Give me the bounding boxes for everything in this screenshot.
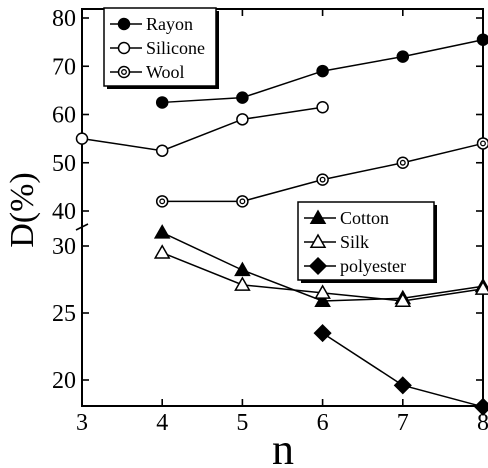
marker-inner <box>121 69 127 75</box>
axis-break-mark <box>75 223 89 231</box>
data-point-silk <box>234 276 251 291</box>
legend-marker-rayon <box>117 17 131 31</box>
marker-shape <box>155 96 169 109</box>
legend-marker-wool <box>117 65 131 79</box>
data-point-silicone <box>155 144 169 157</box>
x-tick-label: 3 <box>76 410 88 436</box>
data-point-wool <box>236 195 249 208</box>
data-point-rayon <box>316 64 329 78</box>
marker-shape <box>314 284 331 299</box>
y-tick-label: 40 <box>52 199 76 225</box>
x-axis-label: n <box>272 425 294 468</box>
x-tick-label: 6 <box>317 410 329 436</box>
data-point-cotton <box>153 224 171 239</box>
marker-shape <box>308 256 328 276</box>
marker-shape <box>473 397 488 416</box>
marker-inner <box>159 198 166 205</box>
marker-shape <box>75 132 89 145</box>
legend-label-polyester: polyester <box>340 256 406 276</box>
legend-label-wool: Wool <box>146 62 185 82</box>
marker-shape <box>394 292 412 307</box>
data-point-cotton <box>234 261 251 277</box>
legend-label-cotton: Cotton <box>340 208 389 228</box>
y-tick-label: 50 <box>52 151 76 177</box>
marker-inner <box>480 140 486 147</box>
marker-shape <box>117 41 131 55</box>
series-points <box>75 33 488 416</box>
series-line-wool <box>162 142 484 203</box>
marker-shape <box>316 101 329 114</box>
legend-label-silk: Silk <box>340 232 369 252</box>
y-tick-label: 60 <box>52 103 76 129</box>
marker-shape <box>316 64 329 78</box>
x-tick-label: 7 <box>397 410 409 436</box>
data-point-silicone <box>316 101 329 114</box>
y-axis-ticks: 40 50 60 70 80 20 25 30 <box>52 6 483 394</box>
y-tick-label: 20 <box>52 368 76 394</box>
legend-label-silicone: Silicone <box>146 38 205 58</box>
marker-shape <box>474 280 488 295</box>
y-axis-label: D(%) <box>4 172 41 248</box>
marker-shape <box>234 261 251 277</box>
data-point-silk <box>394 292 412 307</box>
data-point-wool <box>316 173 329 186</box>
legend-lower: Cotton Silk polyester <box>297 201 437 283</box>
marker-shape <box>476 33 488 46</box>
marker-shape <box>117 17 131 31</box>
marker-shape <box>309 233 327 248</box>
series-line-silicone <box>81 106 323 152</box>
plot-frame <box>75 8 484 407</box>
legend-marker-cotton <box>309 209 327 224</box>
x-tick-label: 4 <box>156 410 168 436</box>
y-tick-label: 70 <box>52 54 76 80</box>
plot-border <box>81 8 484 407</box>
y-tick-label: 30 <box>52 234 76 260</box>
data-point-rayon <box>236 91 249 104</box>
marker-shape <box>313 324 332 343</box>
data-point-silicone <box>236 113 249 126</box>
marker-shape <box>153 244 171 259</box>
data-point-polyester <box>393 376 412 395</box>
legend-label-rayon: Rayon <box>146 14 193 34</box>
series-line-polyester <box>322 332 484 408</box>
x-axis-ticks: 3 4 5 6 7 8 <box>76 9 488 436</box>
legend-marker-silicone <box>117 41 131 55</box>
y-tick-label: 25 <box>52 301 76 327</box>
data-point-silk <box>314 284 331 299</box>
data-point-polyester <box>313 324 332 343</box>
legend-marker-polyester <box>308 256 328 276</box>
data-point-silk <box>153 244 171 259</box>
y-tick-label: 80 <box>52 6 76 32</box>
data-point-polyester <box>473 397 488 416</box>
marker-inner <box>319 176 326 183</box>
marker-shape <box>153 224 171 239</box>
marker-shape <box>234 276 251 291</box>
marker-shape <box>314 292 331 307</box>
data-point-silk <box>474 280 488 295</box>
marker-inner <box>239 198 246 205</box>
marker-shape <box>393 376 412 395</box>
legend-marker-silk <box>309 233 327 248</box>
marker-shape <box>396 50 410 63</box>
marker-shape <box>309 209 327 224</box>
data-point-rayon <box>476 33 488 46</box>
legend-upper: Rayon Silicone Wool <box>103 7 219 89</box>
marker-shape <box>236 113 249 126</box>
marker-shape <box>236 91 249 104</box>
data-point-silicone <box>75 132 89 145</box>
x-tick-label: 5 <box>236 410 248 436</box>
data-point-wool <box>155 195 169 208</box>
data-point-wool <box>396 156 410 169</box>
marker-inner <box>399 159 406 166</box>
data-point-rayon <box>155 96 169 109</box>
data-point-wool <box>476 137 488 150</box>
x-tick-label: 8 <box>477 410 488 436</box>
data-point-rayon <box>396 50 410 63</box>
data-point-cotton <box>314 292 331 307</box>
marker-shape <box>155 144 169 157</box>
